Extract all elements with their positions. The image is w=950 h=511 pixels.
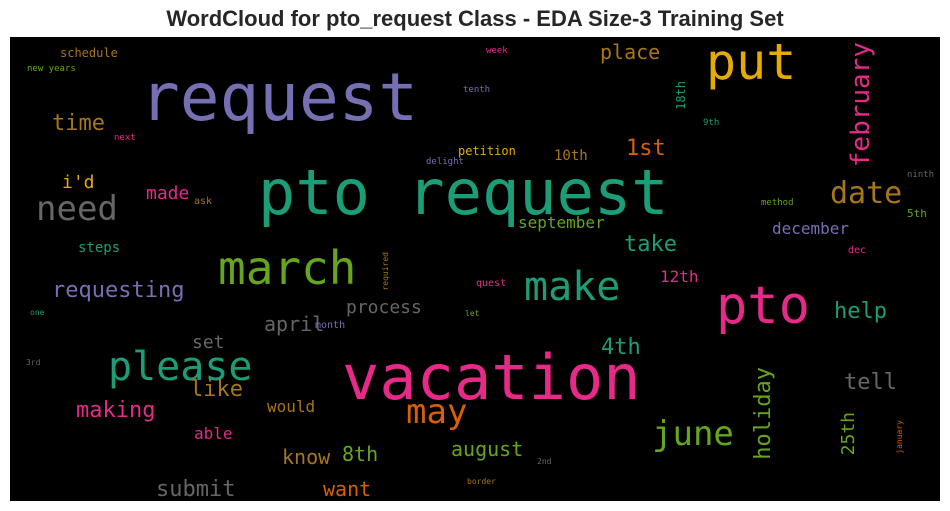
- word-5th: 5th: [907, 207, 927, 220]
- word-place: place: [600, 40, 661, 64]
- word-time: time: [52, 111, 105, 136]
- word-set: set: [192, 332, 225, 353]
- word-december: december: [772, 219, 850, 238]
- word-holiday: holiday: [751, 367, 776, 460]
- word-required: required: [381, 252, 390, 291]
- word-steps: steps: [78, 240, 121, 256]
- word-ask: ask: [194, 196, 213, 207]
- word-tenth: tenth: [463, 85, 491, 95]
- word-1st: 1st: [626, 136, 666, 161]
- word-january: january: [895, 420, 904, 454]
- word-please: please: [108, 344, 253, 390]
- word-next: next: [114, 133, 136, 143]
- word-pto: pto: [716, 276, 810, 336]
- word-25th: 25th: [838, 412, 859, 456]
- word-march: march: [218, 241, 357, 295]
- word-made: made: [146, 183, 190, 204]
- word-pto-request: pto request: [258, 156, 669, 229]
- word-border: border: [467, 477, 496, 486]
- word-april: april: [264, 312, 325, 336]
- word-10th: 10th: [554, 148, 588, 164]
- word-make: make: [524, 264, 621, 310]
- word-vacation: vacation: [342, 341, 641, 414]
- word-may: may: [406, 392, 468, 432]
- word-9th: 9th: [703, 118, 720, 128]
- word-let: let: [465, 309, 480, 318]
- word-delight: delight: [426, 157, 464, 167]
- word-august: august: [451, 437, 524, 461]
- word-4th: 4th: [601, 335, 641, 360]
- word-method: method: [761, 198, 794, 208]
- word-schedule: schedule: [60, 46, 118, 60]
- word-3rd: 3rd: [26, 358, 41, 367]
- word-petition: petition: [458, 144, 516, 158]
- word-date: date: [830, 176, 903, 211]
- word-help: help: [834, 299, 887, 324]
- word-tell: tell: [844, 370, 897, 395]
- word-process: process: [346, 297, 422, 318]
- word-june: june: [652, 414, 734, 454]
- word-one: one: [30, 308, 45, 317]
- word-would: would: [267, 397, 316, 416]
- word-quest: quest: [476, 278, 507, 289]
- word-12th: 12th: [660, 267, 699, 286]
- word-september: september: [518, 213, 605, 232]
- word-take: take: [624, 232, 677, 257]
- word-dec: dec: [848, 245, 867, 256]
- word-ninth: ninth: [907, 170, 935, 180]
- wordcloud-canvas: request pto request vacation pto put march ple…: [10, 37, 940, 501]
- word-making: making: [76, 398, 156, 423]
- word-want: want: [323, 477, 372, 501]
- word-put: put: [706, 37, 797, 91]
- word-able: able: [194, 424, 233, 443]
- word-8th: 8th: [342, 442, 379, 466]
- word-submit: submit: [156, 477, 236, 501]
- chart-title: WordCloud for pto_request Class - EDA Si…: [166, 6, 784, 31]
- word-request: request: [140, 59, 419, 136]
- word-month: month: [315, 320, 346, 331]
- word-18th: 18th: [674, 81, 688, 110]
- word-i-d: i'd: [62, 172, 95, 193]
- word-need: need: [36, 189, 118, 229]
- word-week: week: [486, 46, 508, 56]
- word-like: like: [190, 377, 243, 402]
- word-know: know: [282, 445, 331, 469]
- word-requesting: requesting: [52, 278, 185, 303]
- word-2nd: 2nd: [537, 457, 552, 466]
- word-february: february: [846, 42, 876, 168]
- word-new-years: new years: [27, 64, 76, 74]
